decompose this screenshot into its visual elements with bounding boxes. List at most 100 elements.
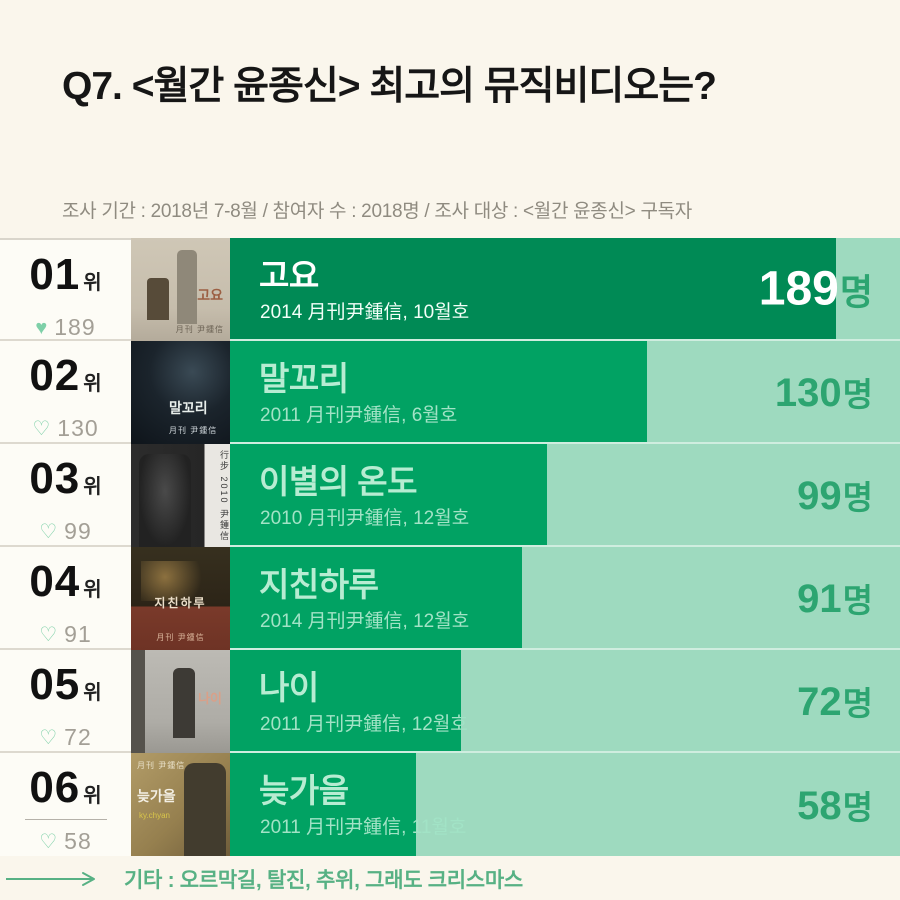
like-count: 91 — [64, 621, 92, 647]
value-number: 130 — [774, 370, 842, 415]
rank-cell: 06 위 ♡ 58 — [0, 753, 131, 856]
issue-label: 2011 月刊尹鍾信, 12월호 — [260, 714, 468, 735]
cover-figure — [141, 561, 221, 601]
rank-cell: 04 위 ♡ 91 — [0, 547, 131, 650]
rank-suffix: 위 — [83, 682, 102, 704]
cover-brand: 月刊 尹鍾信 — [137, 761, 186, 770]
album-cover: 말꼬리 月刊 尹鍾信 — [131, 341, 230, 444]
song-title: 이별의 온도 — [259, 463, 417, 500]
value-unit: 명 — [839, 271, 873, 312]
issue-label: 2014 月刊尹鍾信, 12월호 — [260, 611, 470, 632]
cover-label: 지친하루 — [154, 596, 207, 610]
rank-suffix: 위 — [83, 476, 102, 498]
value-unit: 명 — [842, 788, 873, 826]
bar — [230, 547, 522, 648]
rank-suffix: 위 — [83, 272, 102, 294]
album-cover: 나이 — [131, 650, 230, 753]
value-label: 189 명 — [759, 261, 873, 316]
table-row: 01 위 ♥ 189 고요 月刊 尹鍾信 고요 2014 月刊尹鍾信, 10월호 — [0, 238, 900, 341]
value-number: 91 — [797, 576, 842, 621]
like-count: 72 — [64, 724, 92, 750]
bar-track: 말꼬리 2011 月刊尹鍾信, 6월호 130 명 — [230, 341, 900, 444]
value-unit: 명 — [842, 581, 873, 619]
table-row: 05 위 ♡ 72 나이 나이 2011 月刊尹鍾信, 12월호 72 — [0, 650, 900, 753]
cover-label: 行步 2010 尹鍾信 — [219, 450, 229, 543]
rank-cell: 03 위 ♡ 99 — [0, 444, 131, 547]
page-title: Q7. <월간 윤종신> 최고의 뮤직비디오는? — [62, 65, 717, 108]
rank-number: 06 — [29, 763, 81, 812]
heart-outline-icon: ♡ — [32, 417, 51, 440]
bar — [230, 238, 836, 339]
heart-icon: ♥ — [35, 316, 48, 339]
rank-divider — [24, 819, 107, 820]
cover-figure — [184, 763, 226, 856]
bar-track: 늦가을 2011 月刊尹鍾信, 11월호 58 명 — [230, 753, 900, 856]
survey-info: 조사 기간 : 2018년 7-8월 / 참여자 수 : 2018명 / 조사 … — [62, 201, 692, 222]
album-cover: 고요 月刊 尹鍾信 — [131, 238, 230, 341]
cover-figure — [147, 278, 169, 320]
cover-label: 말꼬리 — [169, 399, 208, 416]
value-number: 58 — [797, 783, 842, 828]
rank-number: 04 — [29, 557, 81, 606]
etc-label: 기타 : 오르막길, 탈진, 추위, 그래도 크리스마스 — [124, 869, 523, 892]
like-count: 99 — [64, 518, 92, 544]
heart-outline-icon: ♡ — [39, 726, 58, 749]
cover-figure — [177, 250, 197, 324]
bar-track: 지친하루 2014 月刊尹鍾信, 12월호 91 명 — [230, 547, 900, 650]
cover-label: 늦가을 — [137, 788, 176, 804]
issue-label: 2014 月刊尹鍾信, 10월호 — [260, 302, 470, 323]
like-count: 130 — [57, 415, 99, 441]
value-unit: 명 — [842, 684, 873, 722]
bar — [230, 650, 461, 751]
heart-outline-icon: ♡ — [39, 520, 58, 543]
rank-suffix: 위 — [83, 579, 102, 601]
song-title: 지친하루 — [259, 566, 379, 603]
cover-brand: 月刊 尹鍾信 — [156, 633, 205, 642]
rank-number: 03 — [29, 454, 81, 503]
issue-label: 2011 月刊尹鍾信, 6월호 — [260, 405, 458, 426]
bar — [230, 341, 647, 442]
rank-number: 02 — [29, 351, 81, 400]
song-title: 고요 — [259, 257, 319, 294]
heart-outline-icon: ♡ — [39, 830, 58, 853]
rank-suffix: 위 — [83, 785, 102, 807]
value-number: 99 — [797, 473, 842, 518]
rank-cell: 02 위 ♡ 130 — [0, 341, 131, 444]
value-label: 130 명 — [775, 368, 873, 416]
cover-figure — [173, 668, 195, 738]
like-count: 189 — [54, 314, 96, 340]
value-number: 189 — [758, 262, 839, 315]
arrow-right-icon — [6, 872, 95, 886]
table-row: 03 위 ♡ 99 行步 2010 尹鍾信 이별의 온도 2010 月刊尹鍾信,… — [0, 444, 900, 547]
cover-brand: 月刊 尹鍾信 — [175, 325, 224, 334]
value-label: 72 명 — [797, 677, 873, 725]
ranking-bar-chart: 01 위 ♥ 189 고요 月刊 尹鍾信 고요 2014 月刊尹鍾信, 10월호 — [0, 238, 900, 856]
value-number: 72 — [797, 679, 842, 724]
value-unit: 명 — [842, 375, 873, 413]
bar-track: 고요 2014 月刊尹鍾信, 10월호 189 명 — [230, 238, 900, 341]
cover-figure — [139, 454, 191, 547]
issue-label: 2010 月刊尹鍾信, 12월호 — [260, 508, 470, 529]
song-title: 늦가을 — [259, 772, 349, 809]
album-cover: 行步 2010 尹鍾信 — [131, 444, 230, 547]
table-row: 06 위 ♡ 58 月刊 尹鍾信 늦가을 ky.chyan 늦가을 2011 月… — [0, 753, 900, 856]
bar — [230, 444, 547, 545]
issue-label: 2011 月刊尹鍾信, 11월호 — [260, 817, 467, 838]
table-row: 04 위 ♡ 91 지친하루 月刊 尹鍾信 지친하루 2014 月刊尹鍾信, 1… — [0, 547, 900, 650]
rank-cell: 01 위 ♥ 189 — [0, 238, 131, 341]
cover-label: 나이 — [198, 691, 222, 706]
album-cover: 月刊 尹鍾信 늦가을 ky.chyan — [131, 753, 230, 856]
value-unit: 명 — [842, 478, 873, 516]
value-label: 58 명 — [797, 781, 873, 829]
cover-figure — [131, 650, 145, 753]
cover-accent: ky.chyan — [139, 811, 170, 820]
table-row: 02 위 ♡ 130 말꼬리 月刊 尹鍾信 말꼬리 2011 月刊尹鍾信, 6월… — [0, 341, 900, 444]
song-title: 나이 — [259, 669, 319, 706]
rank-number: 01 — [29, 250, 81, 299]
cover-label: 고요 — [197, 287, 223, 303]
bar-track: 이별의 온도 2010 月刊尹鍾信, 12월호 99 명 — [230, 444, 900, 547]
heart-outline-icon: ♡ — [39, 623, 58, 646]
album-cover: 지친하루 月刊 尹鍾信 — [131, 547, 230, 650]
bar-track: 나이 2011 月刊尹鍾信, 12월호 72 명 — [230, 650, 900, 753]
